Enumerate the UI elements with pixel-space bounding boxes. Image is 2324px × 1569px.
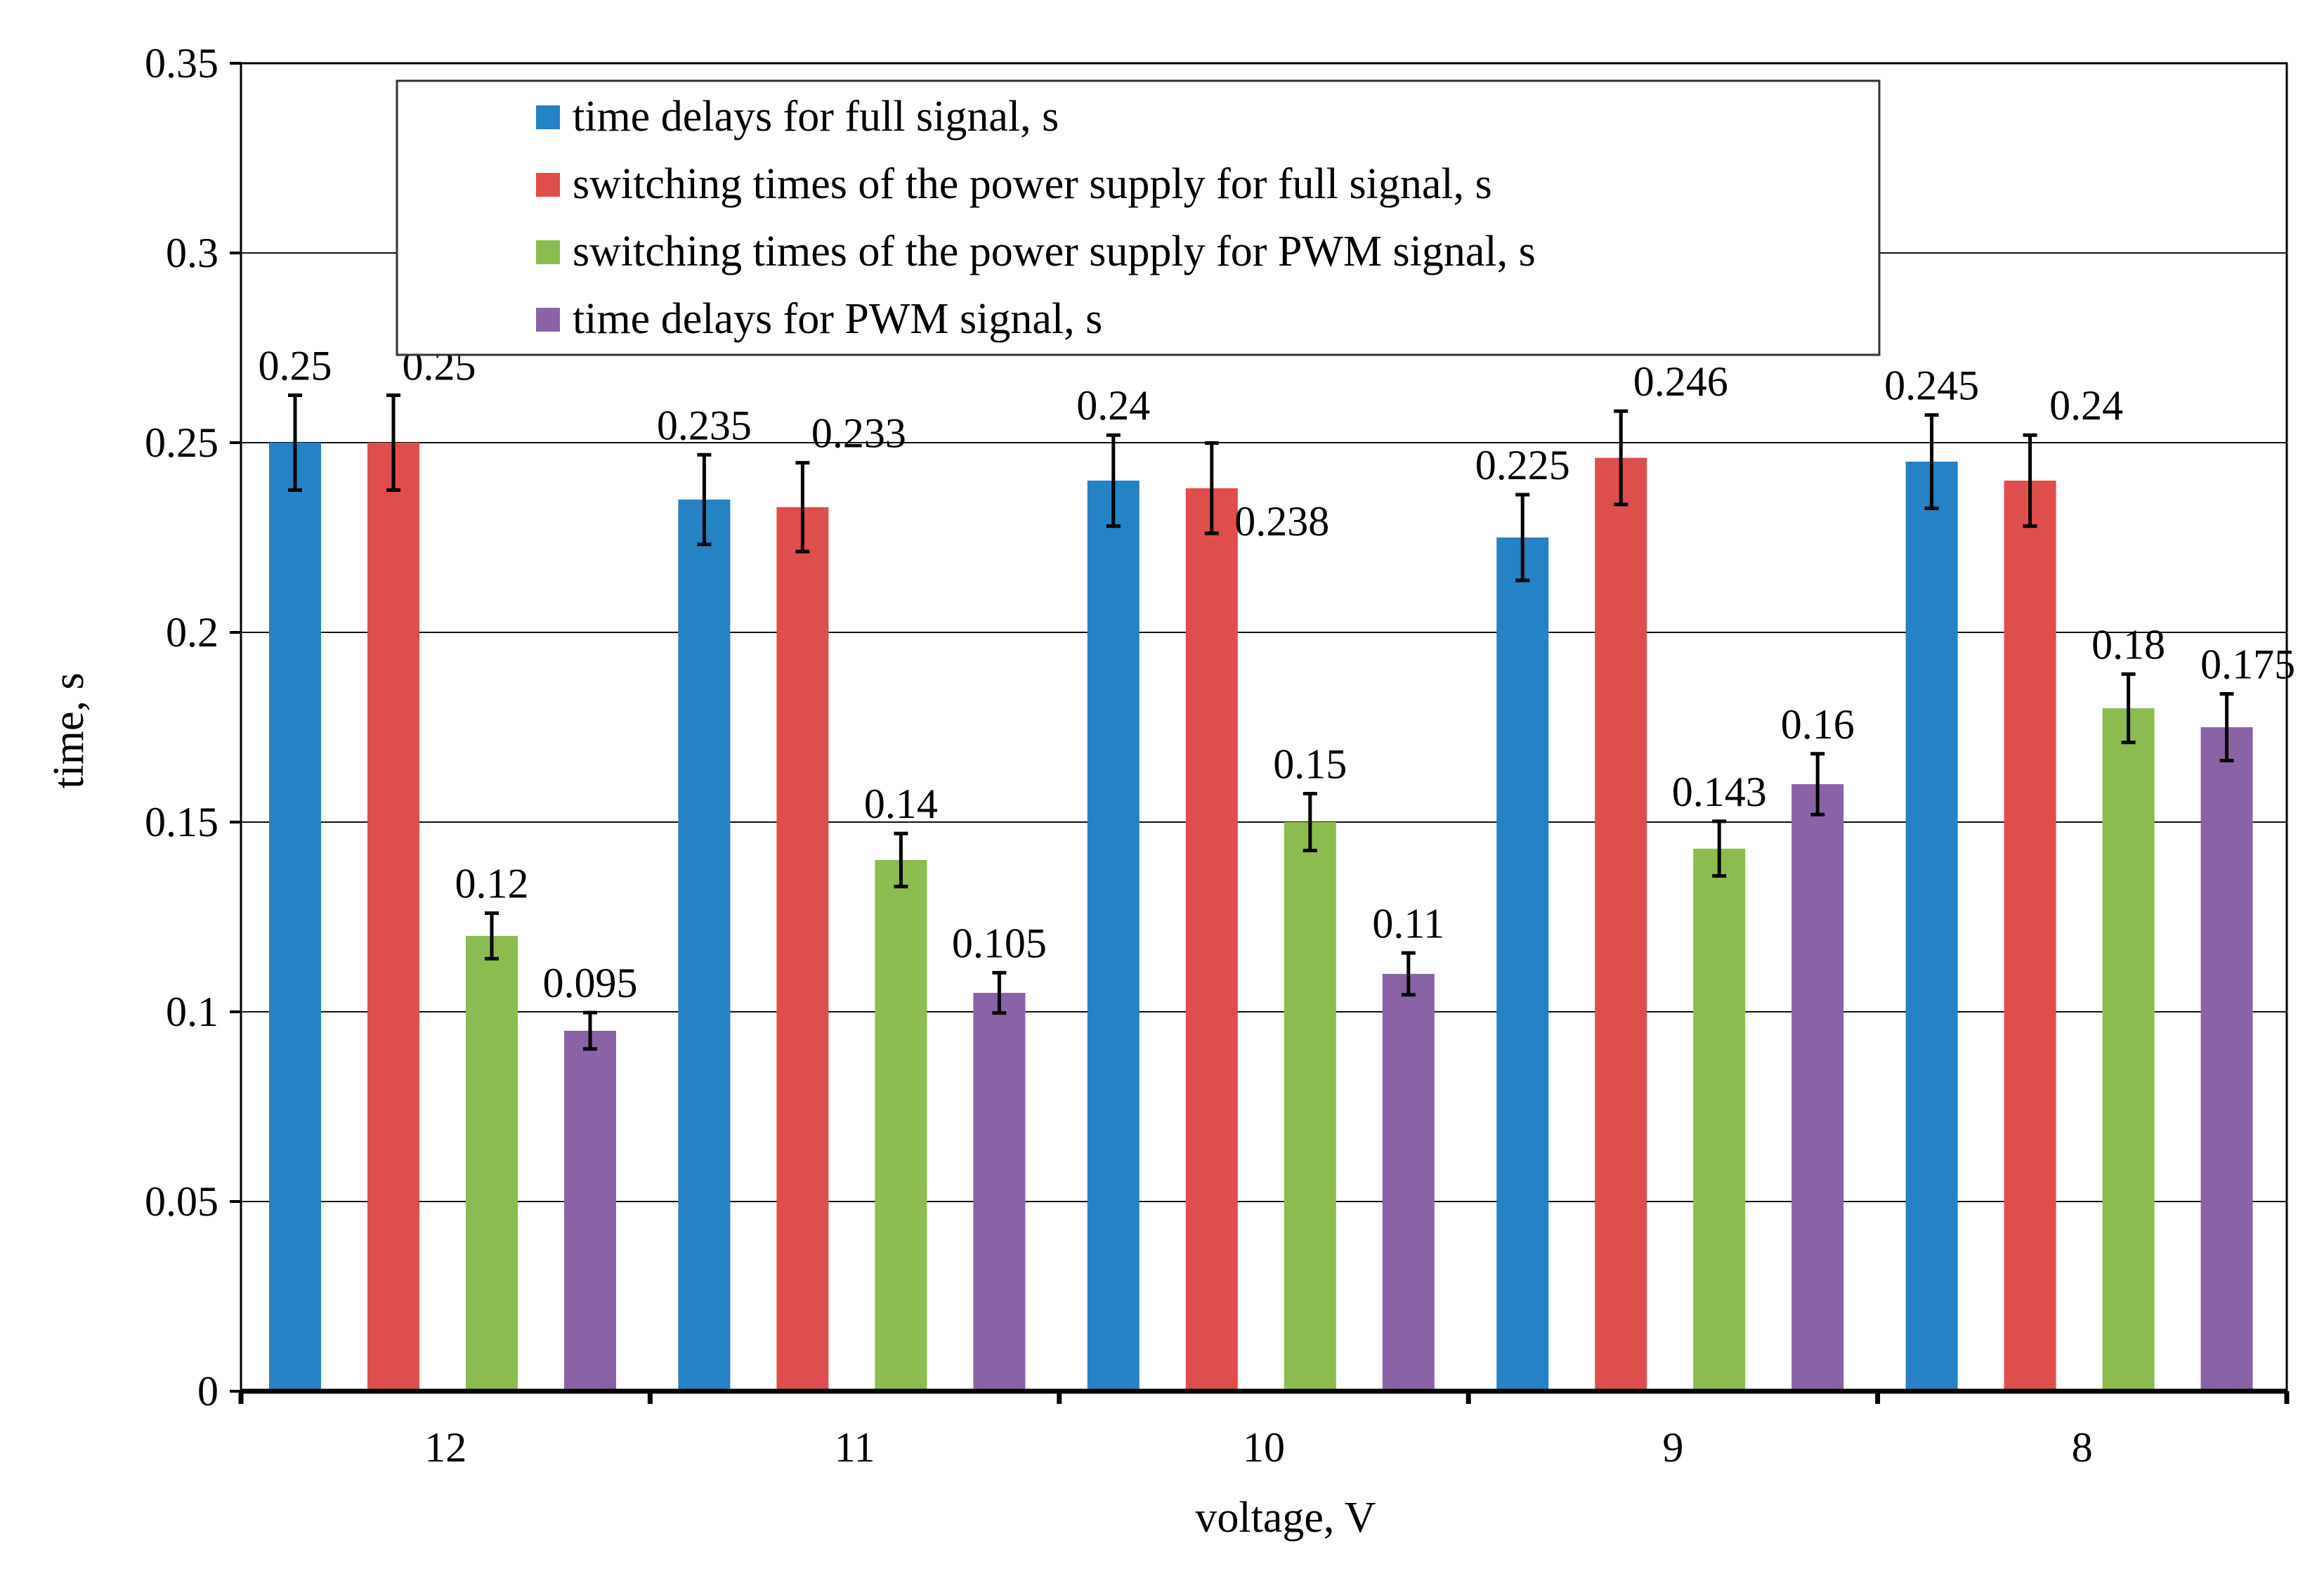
bar (1087, 481, 1140, 1391)
data-label: 0.12 (455, 861, 529, 907)
bar (2200, 727, 2253, 1391)
data-labels-layer: 0.250.235 0.240.2250.2450.250.2330.2380.2… (259, 343, 2296, 1007)
data-label: 0.24 (1076, 382, 1150, 429)
data-label: 0.14 (864, 781, 938, 827)
bar (875, 860, 927, 1391)
bar (564, 1031, 616, 1391)
data-label: 0.15 (1273, 741, 1347, 788)
bar (678, 500, 731, 1391)
bar (269, 443, 321, 1391)
data-label: 0.235 (657, 402, 752, 448)
bar (973, 993, 1026, 1391)
y-tick-label: 0.25 (145, 419, 218, 466)
legend-label: time delays for PWM signal, s (573, 295, 1102, 343)
y-axis-ticks: 0 0.05 0.1 0.15 0.2 0.25 0.3 0.35 (145, 40, 241, 1414)
data-label: 0.238 (1234, 498, 1329, 545)
error-bars-layer (288, 393, 2234, 1051)
data-label: 0.16 (1781, 701, 1855, 748)
x-tick-label: 12 (424, 1424, 466, 1471)
data-label: 0.18 (2091, 621, 2165, 668)
x-tick-label: 10 (1243, 1424, 1285, 1471)
data-label: 0.25 (259, 343, 332, 389)
x-axis-ticks: 12 11 10 9 8 (238, 1391, 2290, 1471)
bar (1185, 488, 1238, 1391)
data-label: 0.11 (1372, 900, 1444, 946)
bar (776, 507, 829, 1391)
x-tick-label: 8 (2072, 1424, 2093, 1471)
bar (466, 936, 518, 1391)
y-tick-label: 0.2 (166, 609, 218, 656)
x-tick-label: 9 (1662, 1424, 1683, 1471)
x-axis-title: voltage, V (1195, 1494, 1376, 1542)
legend-label: time delays for full signal, s (573, 93, 1059, 141)
data-label: 0.24 (2049, 382, 2123, 429)
legend-swatch (536, 173, 560, 197)
x-tick-label: 11 (835, 1424, 875, 1471)
y-tick-label: 0.15 (145, 799, 218, 845)
legend-swatch (536, 308, 560, 332)
y-tick-label: 0.3 (166, 230, 218, 276)
data-label: 0.246 (1633, 358, 1728, 405)
data-label: 0.233 (811, 410, 906, 457)
data-label: 0.095 (543, 960, 638, 1006)
bar (1791, 784, 1844, 1391)
legend-box (396, 79, 1881, 356)
y-tick-label: 0.1 (166, 989, 218, 1035)
bar (1595, 457, 1647, 1391)
axes (240, 62, 2288, 1394)
legend-label: switching times of the power supply for … (573, 228, 1536, 275)
data-label: 0.105 (952, 920, 1047, 966)
y-axis-title: time, s (45, 672, 93, 788)
legend-swatch (536, 240, 560, 264)
data-label: 0.175 (2200, 641, 2295, 687)
bar (367, 443, 419, 1391)
y-tick-label: 0.35 (145, 40, 218, 86)
bar (1693, 848, 1746, 1391)
y-tick-label: 0.05 (145, 1178, 218, 1225)
data-label: 0.245 (1884, 363, 1979, 409)
legend-label: switching times of the power supply for … (573, 160, 1492, 208)
data-label: 0.225 (1475, 442, 1570, 488)
bar (1496, 538, 1549, 1391)
bars-layer (269, 443, 2253, 1391)
y-tick-label: 0 (197, 1368, 218, 1414)
legend: time delays for full signal, s switching … (396, 79, 1881, 356)
bar (1284, 822, 1336, 1391)
data-label: 0.143 (1672, 769, 1767, 815)
legend-swatch (536, 105, 560, 129)
bar (2004, 481, 2056, 1391)
bar (1905, 462, 1958, 1391)
bar (2102, 708, 2155, 1391)
bar (1382, 974, 1435, 1391)
